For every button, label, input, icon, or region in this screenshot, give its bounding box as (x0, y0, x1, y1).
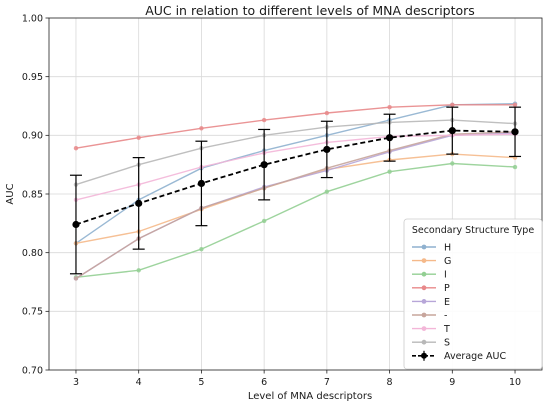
average-layer (69, 106, 522, 275)
legend-swatch-marker (421, 312, 427, 318)
y-tick-label: 0.85 (22, 189, 43, 200)
series-point-3 (261, 218, 267, 224)
series-point-3 (199, 246, 204, 252)
x-tick-label: 9 (449, 377, 455, 388)
x-tick-label: 8 (387, 377, 393, 388)
average-point (135, 199, 143, 207)
series-line-7 (75, 133, 516, 201)
series-line-8 (75, 119, 516, 186)
y-tick-label: 1.00 (22, 13, 43, 24)
legend-swatch-marker (421, 271, 427, 277)
legend-label: I (444, 270, 447, 281)
legend-label: H (444, 242, 451, 253)
series-point-4 (199, 126, 204, 131)
average-point (323, 145, 331, 154)
series-point-4 (387, 104, 392, 110)
legend-label: G (444, 256, 451, 267)
series-point-4 (136, 135, 141, 140)
series-point-3 (450, 161, 455, 166)
average-line (75, 129, 516, 226)
legend-label: E (444, 297, 450, 308)
average-point (385, 134, 394, 142)
series-point-4 (73, 146, 79, 151)
series-point-4 (324, 110, 330, 116)
y-tick-label: 0.90 (22, 131, 43, 142)
legend-average-marker (421, 352, 427, 359)
legend-swatch-marker (421, 326, 427, 331)
chart-title: AUC in relation to different levels of M… (145, 3, 475, 18)
y-tick-label: 0.75 (22, 307, 43, 318)
y-tick-label: 0.70 (22, 365, 43, 376)
x-axis-label: Level of MNA descriptors (248, 391, 372, 402)
x-tick-label: 6 (261, 377, 267, 388)
legend-label-average: Average AUC (444, 351, 506, 362)
average-point (260, 161, 268, 169)
y-tick-label: 0.80 (22, 248, 43, 259)
legend-box (403, 218, 543, 370)
legend-swatch-marker (421, 258, 427, 263)
legend-title: Secondary Structure Type (412, 225, 535, 236)
legend-label: P (444, 283, 450, 294)
series-line-3 (75, 162, 516, 278)
y-axis-label: AUC (5, 183, 16, 204)
y-tick-label: 0.95 (22, 72, 43, 83)
x-tick-label: 3 (73, 377, 79, 388)
x-tick-label: 7 (324, 377, 330, 388)
series-point-3 (136, 268, 141, 273)
series-point-3 (512, 164, 518, 170)
x-tick-label: 10 (509, 377, 521, 388)
legend-label: T (443, 324, 450, 335)
average-point (511, 128, 519, 136)
series-line-1 (75, 103, 516, 244)
x-tick-label: 5 (198, 377, 204, 388)
series-point-3 (324, 189, 330, 194)
legend-swatch-marker (421, 244, 427, 250)
legend-label: S (444, 338, 450, 349)
legend-swatch-marker (421, 299, 427, 304)
x-tick-label: 4 (136, 377, 142, 388)
tick-labels: 0.70 0.75 0.80 0.85 0.90 0.95 1.00 3 4 5 6 7 8 9 10 (22, 13, 521, 388)
series-line-6 (75, 131, 516, 280)
legend-swatch-marker (421, 339, 427, 345)
series-point-4 (450, 102, 455, 108)
series-point-4 (512, 102, 518, 108)
series-line-4 (75, 104, 515, 149)
legend-label: - (444, 310, 447, 321)
series-point-3 (387, 169, 392, 174)
average-point (448, 127, 456, 135)
average-point (197, 179, 206, 188)
legend-swatch-marker (421, 285, 427, 291)
series-point-6 (73, 276, 79, 281)
series-point-4 (261, 117, 267, 123)
average-point (72, 220, 80, 229)
